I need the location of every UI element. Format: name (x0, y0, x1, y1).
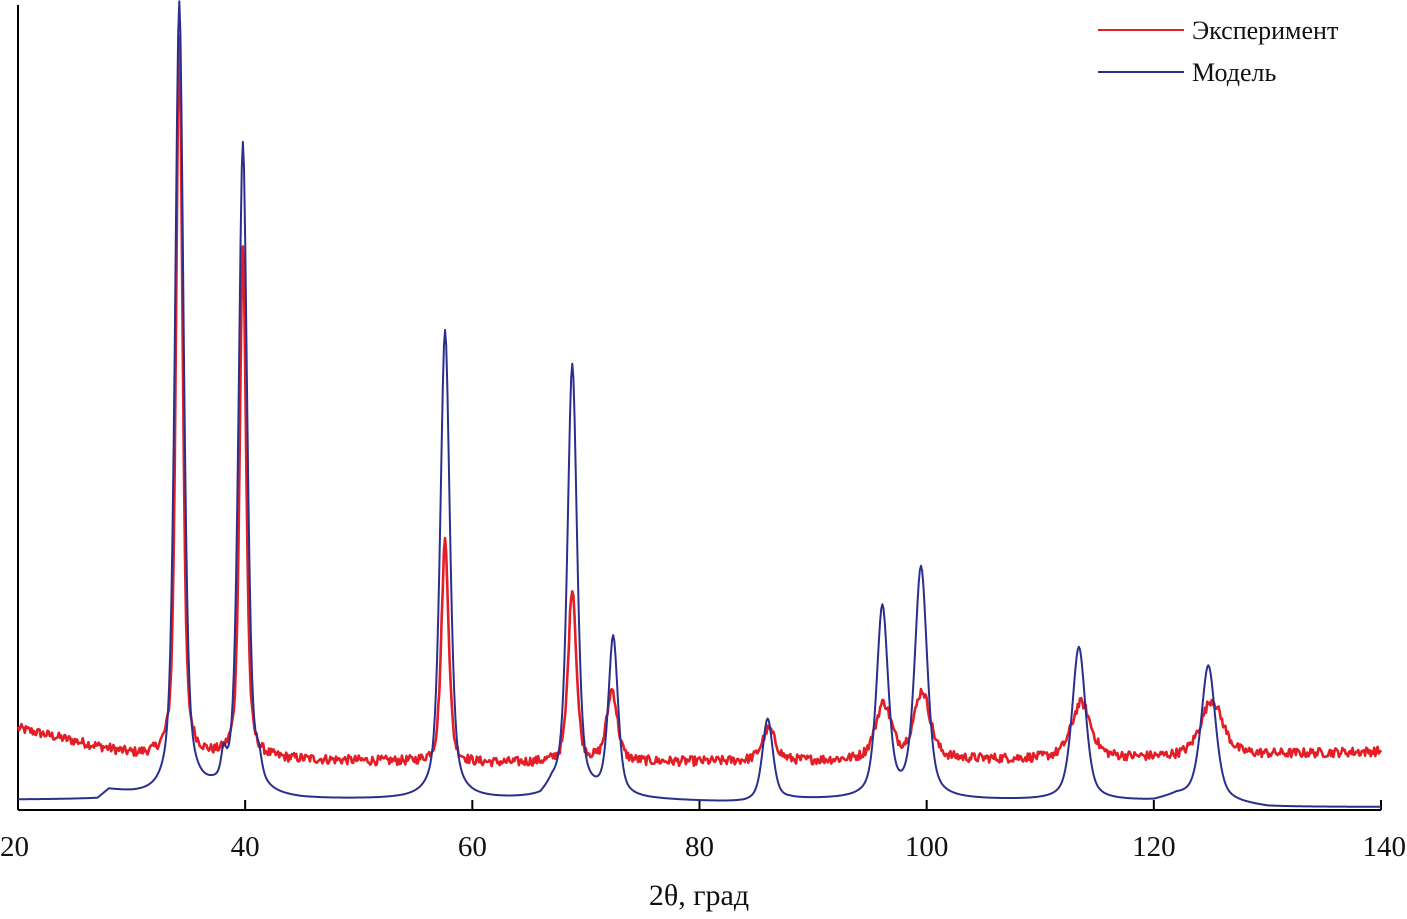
x-axis-tick-labels: 20 40 60 80 100 120 140 (0, 831, 1406, 863)
legend: Эксперимент Модель (1098, 16, 1338, 87)
x-tick-label-60: 60 (458, 831, 487, 863)
x-tick-label-40: 40 (231, 831, 260, 863)
x-tick-label-140: 140 (1363, 831, 1407, 863)
x-axis-ticks (17, 800, 1382, 810)
x-axis-title: 2θ, град (649, 879, 749, 912)
legend-label-model: Модель (1192, 58, 1276, 87)
series-layer (16, 0, 1383, 808)
x-tick-label-20: 20 (0, 831, 29, 863)
legend-label-experiment: Эксперимент (1192, 16, 1338, 45)
x-tick-label-120: 120 (1132, 831, 1176, 863)
series-line-model (17, 0, 1382, 808)
series-line-experiment (16, 34, 1383, 768)
x-tick-label-80: 80 (685, 831, 714, 863)
x-tick-label-100: 100 (905, 831, 949, 863)
